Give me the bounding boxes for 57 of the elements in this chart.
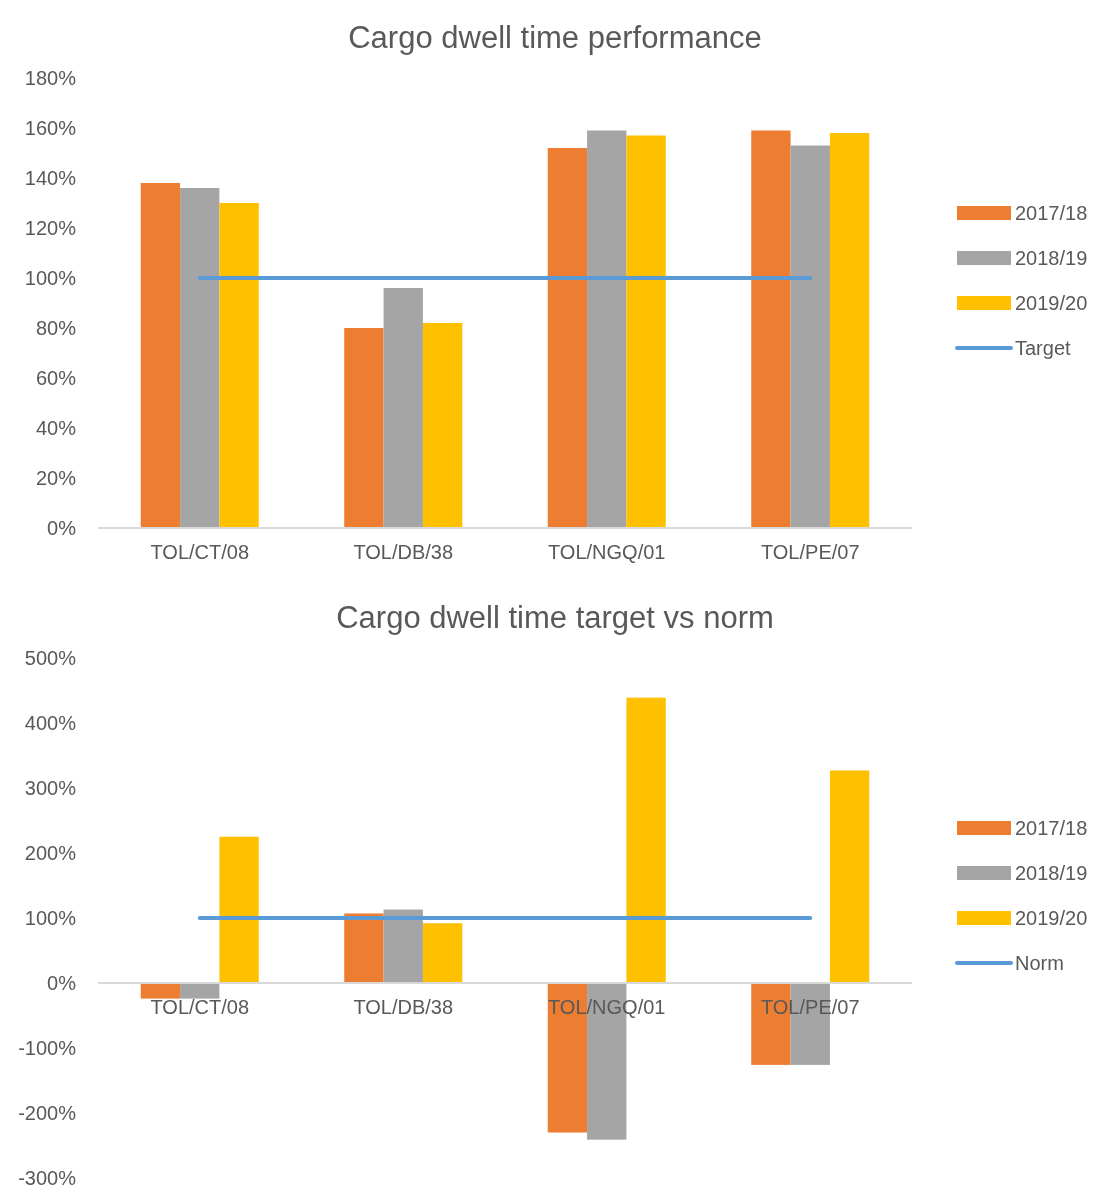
y-tick-label: 500% [24,647,77,669]
legend-label: 2017/18 [1015,202,1088,224]
legend-label: 2019/20 [1015,907,1088,929]
bar [422,323,463,528]
bar [790,145,830,528]
bar [829,133,870,528]
legend-label: 2019/20 [1015,292,1088,314]
x-tick-label: TOL/NGQ/01 [548,541,666,563]
bar [180,983,220,999]
x-tick-label: TOL/PE/07 [760,541,860,563]
y-tick-label: 100% [24,267,77,289]
bar [626,135,666,528]
legend-label: 2017/18 [1015,817,1088,839]
bar [422,923,463,983]
y-tick-label: 120% [24,217,77,239]
chart-title: Cargo dwell time performance [348,20,762,55]
y-tick-label: 300% [24,777,77,799]
x-tick-label: TOL/CT/08 [150,541,250,563]
y-tick-label: 180% [24,67,77,89]
y-tick-label: -200% [18,1102,77,1124]
x-tick-label: TOL/DB/38 [353,996,454,1018]
bar [547,148,588,528]
y-tick-label: 0% [47,972,77,994]
bar [587,130,627,528]
y-tick-label: 80% [35,317,77,339]
bar [219,836,259,983]
y-tick-label: 140% [24,167,77,189]
x-tick-label: TOL/CT/08 [150,996,250,1018]
y-tick-label: 160% [24,117,77,139]
bar [829,770,870,983]
legend-label: 2018/19 [1015,247,1088,269]
y-tick-label: -300% [18,1167,77,1189]
bar [626,697,666,983]
bar [140,983,181,999]
chart-title: Cargo dwell time target vs norm [336,600,774,635]
y-tick-label: 40% [35,417,77,439]
y-tick-label: 60% [35,367,77,389]
bar [344,913,384,983]
legend-label: Norm [1015,952,1064,974]
y-tick-label: -100% [18,1037,77,1059]
bar [383,909,423,983]
y-tick-label: 400% [24,712,77,734]
bar [383,288,423,528]
bar [140,183,181,528]
y-tick-label: 20% [35,467,77,489]
bar [751,130,791,528]
bar [219,203,259,528]
x-tick-label: TOL/PE/07 [760,996,860,1018]
bar [344,328,384,528]
x-tick-label: TOL/DB/38 [353,541,454,563]
y-tick-label: 200% [24,842,77,864]
legend-label: Target [1015,337,1072,359]
bar [180,188,220,528]
y-tick-label: 100% [24,907,77,929]
legend-label: 2018/19 [1015,862,1088,884]
x-tick-label: TOL/NGQ/01 [548,996,666,1018]
y-tick-label: 0% [47,517,77,539]
